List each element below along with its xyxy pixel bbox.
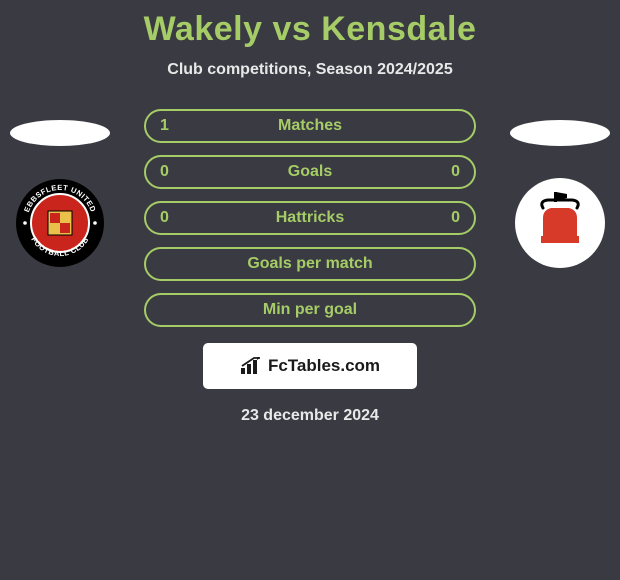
- right-ellipse: [510, 120, 610, 146]
- right-club-column: [510, 120, 610, 268]
- player-left-name: Wakely: [144, 10, 263, 48]
- stat-row-hattricks: 0 Hattricks 0: [144, 201, 476, 235]
- player-right-name: Kensdale: [321, 10, 476, 48]
- stat-row-mpg: Min per goal: [144, 293, 476, 327]
- kensdale-badge-icon: [515, 178, 605, 268]
- stat-right-value: 0: [451, 163, 460, 181]
- stat-label: Matches: [278, 117, 342, 135]
- stat-right-value: 0: [451, 209, 460, 227]
- subtitle: Club competitions, Season 2024/2025: [0, 61, 620, 79]
- vs-separator: vs: [263, 10, 322, 48]
- branding-text: FcTables.com: [268, 356, 380, 376]
- left-ellipse: [10, 120, 110, 146]
- stats-table: 1 Matches 0 Goals 0 0 Hattricks 0 Goals …: [144, 109, 476, 327]
- stat-row-matches: 1 Matches: [144, 109, 476, 143]
- stat-row-goals: 0 Goals 0: [144, 155, 476, 189]
- right-club-badge: [515, 178, 605, 268]
- stat-row-gpm: Goals per match: [144, 247, 476, 281]
- page-title: Wakely vs Kensdale: [0, 0, 620, 49]
- branding-box[interactable]: FcTables.com: [203, 343, 417, 389]
- stat-label: Min per goal: [263, 301, 357, 319]
- left-club-column: EBBSFLEET UNITED FOOTBALL CLUB: [10, 120, 110, 268]
- stat-label: Goals: [288, 163, 332, 181]
- stat-label: Hattricks: [276, 209, 344, 227]
- ebbsfleet-badge-icon: EBBSFLEET UNITED FOOTBALL CLUB: [15, 178, 105, 268]
- stat-left-value: 1: [160, 117, 169, 135]
- stat-left-value: 0: [160, 209, 169, 227]
- date-text: 23 december 2024: [0, 407, 620, 425]
- stat-label: Goals per match: [247, 255, 372, 273]
- bars-chart-icon: [240, 357, 262, 375]
- stat-left-value: 0: [160, 163, 169, 181]
- left-club-badge: EBBSFLEET UNITED FOOTBALL CLUB: [15, 178, 105, 268]
